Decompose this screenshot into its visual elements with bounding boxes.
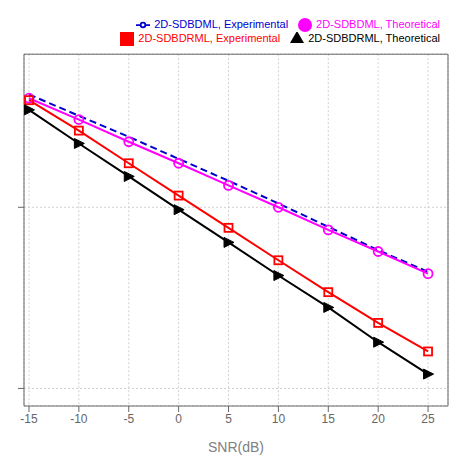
svg-text:-10: -10 <box>70 412 88 426</box>
html-text:2D-SDBDML, Experimental: 2D-SDBDML, Experimental <box>154 18 289 30</box>
svg-text:20: 20 <box>371 412 385 426</box>
svg-text:SNR(dB): SNR(dB) <box>208 439 264 455</box>
svg-text:15: 15 <box>322 412 336 426</box>
svg-text:5: 5 <box>225 412 232 426</box>
svg-text:25: 25 <box>421 412 435 426</box>
svg-text:-15: -15 <box>20 412 38 426</box>
html-text:2D-SDBDML, Theoretical: 2D-SDBDML, Theoretical <box>316 18 440 30</box>
svg-text:10: 10 <box>272 412 286 426</box>
svg-text:0: 0 <box>175 412 182 426</box>
svg-text:-5: -5 <box>123 412 134 426</box>
html-text:2D-SDBDRML, Experimental: 2D-SDBDRML, Experimental <box>138 32 281 45</box>
html-text:2D-SDBDRML, Theoretical: 2D-SDBDRML, Theoretical <box>308 32 440 45</box>
